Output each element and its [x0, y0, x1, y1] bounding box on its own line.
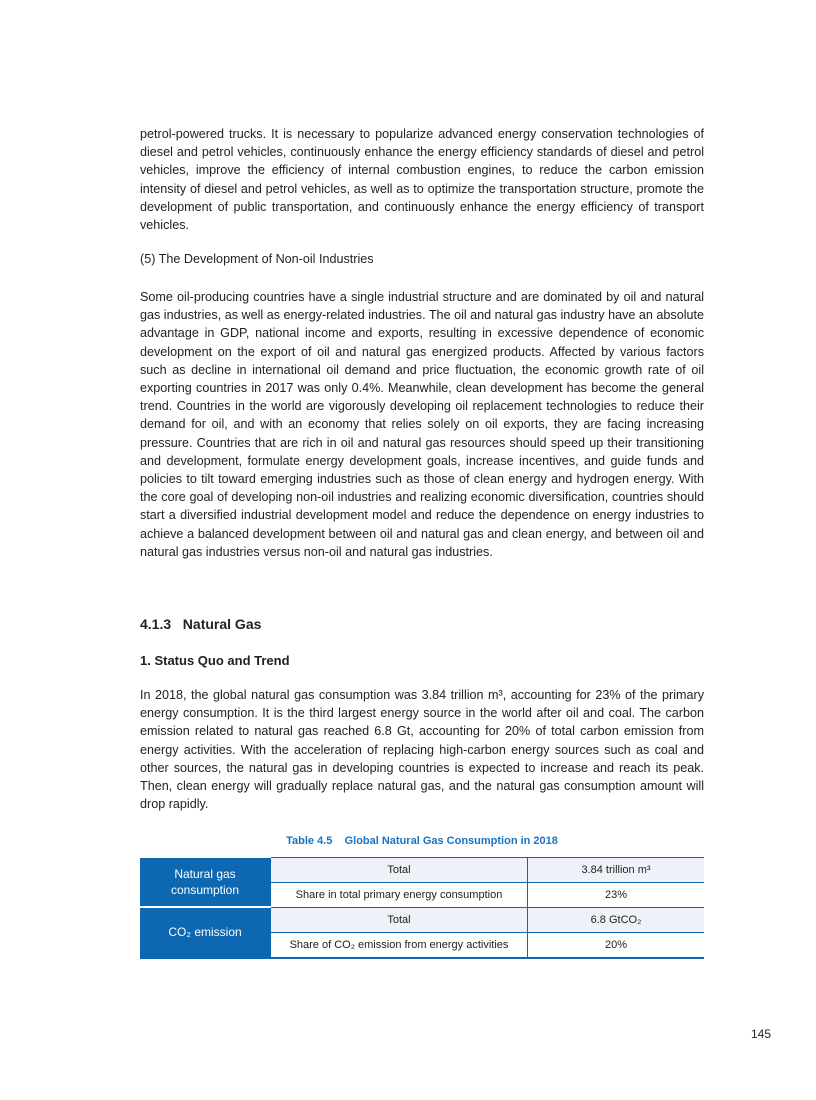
- row-value: 23%: [527, 882, 704, 908]
- row-value: 6.8 GtCO₂: [527, 907, 704, 933]
- paragraph-non-oil: Some oil-producing countries have a sing…: [140, 290, 705, 559]
- row-item: Total: [270, 907, 528, 933]
- heading-status-quo: 1. Status Quo and Trend: [140, 653, 290, 668]
- row-value: 20%: [527, 932, 704, 958]
- paragraph-natural-gas: In 2018, the global natural gas consumpt…: [140, 688, 704, 812]
- section-heading-natural-gas: 4.1.3 Natural Gas: [140, 616, 262, 632]
- table-caption: Table 4.5 Global Natural Gas Consumption…: [286, 835, 558, 847]
- row-item: Total: [270, 857, 528, 883]
- row-item: Share of CO₂ emission from energy activi…: [270, 932, 528, 958]
- paragraph-transport: petrol-powered trucks. It is necessary t…: [140, 127, 704, 233]
- table-row: Share in total primary energy consumptio…: [140, 882, 704, 908]
- group-label: Natural gas consumption: [140, 856, 271, 907]
- row-value: 3.84 trillion m³: [527, 857, 704, 883]
- page-number: 145: [751, 1027, 772, 1041]
- heading-non-oil-industries: (5) The Development of Non-oil Industrie…: [140, 252, 374, 266]
- group-label: CO₂ emission: [140, 906, 271, 958]
- row-item: Share in total primary energy consumptio…: [270, 882, 528, 908]
- natural-gas-table: Natural gas consumption Total 3.84 trill…: [140, 856, 704, 959]
- table-row: CO₂ emission Total 6.8 GtCO₂: [140, 906, 704, 958]
- table-row: Natural gas consumption Total 3.84 trill…: [140, 856, 704, 907]
- table-row: Share of CO₂ emission from energy activi…: [140, 932, 704, 958]
